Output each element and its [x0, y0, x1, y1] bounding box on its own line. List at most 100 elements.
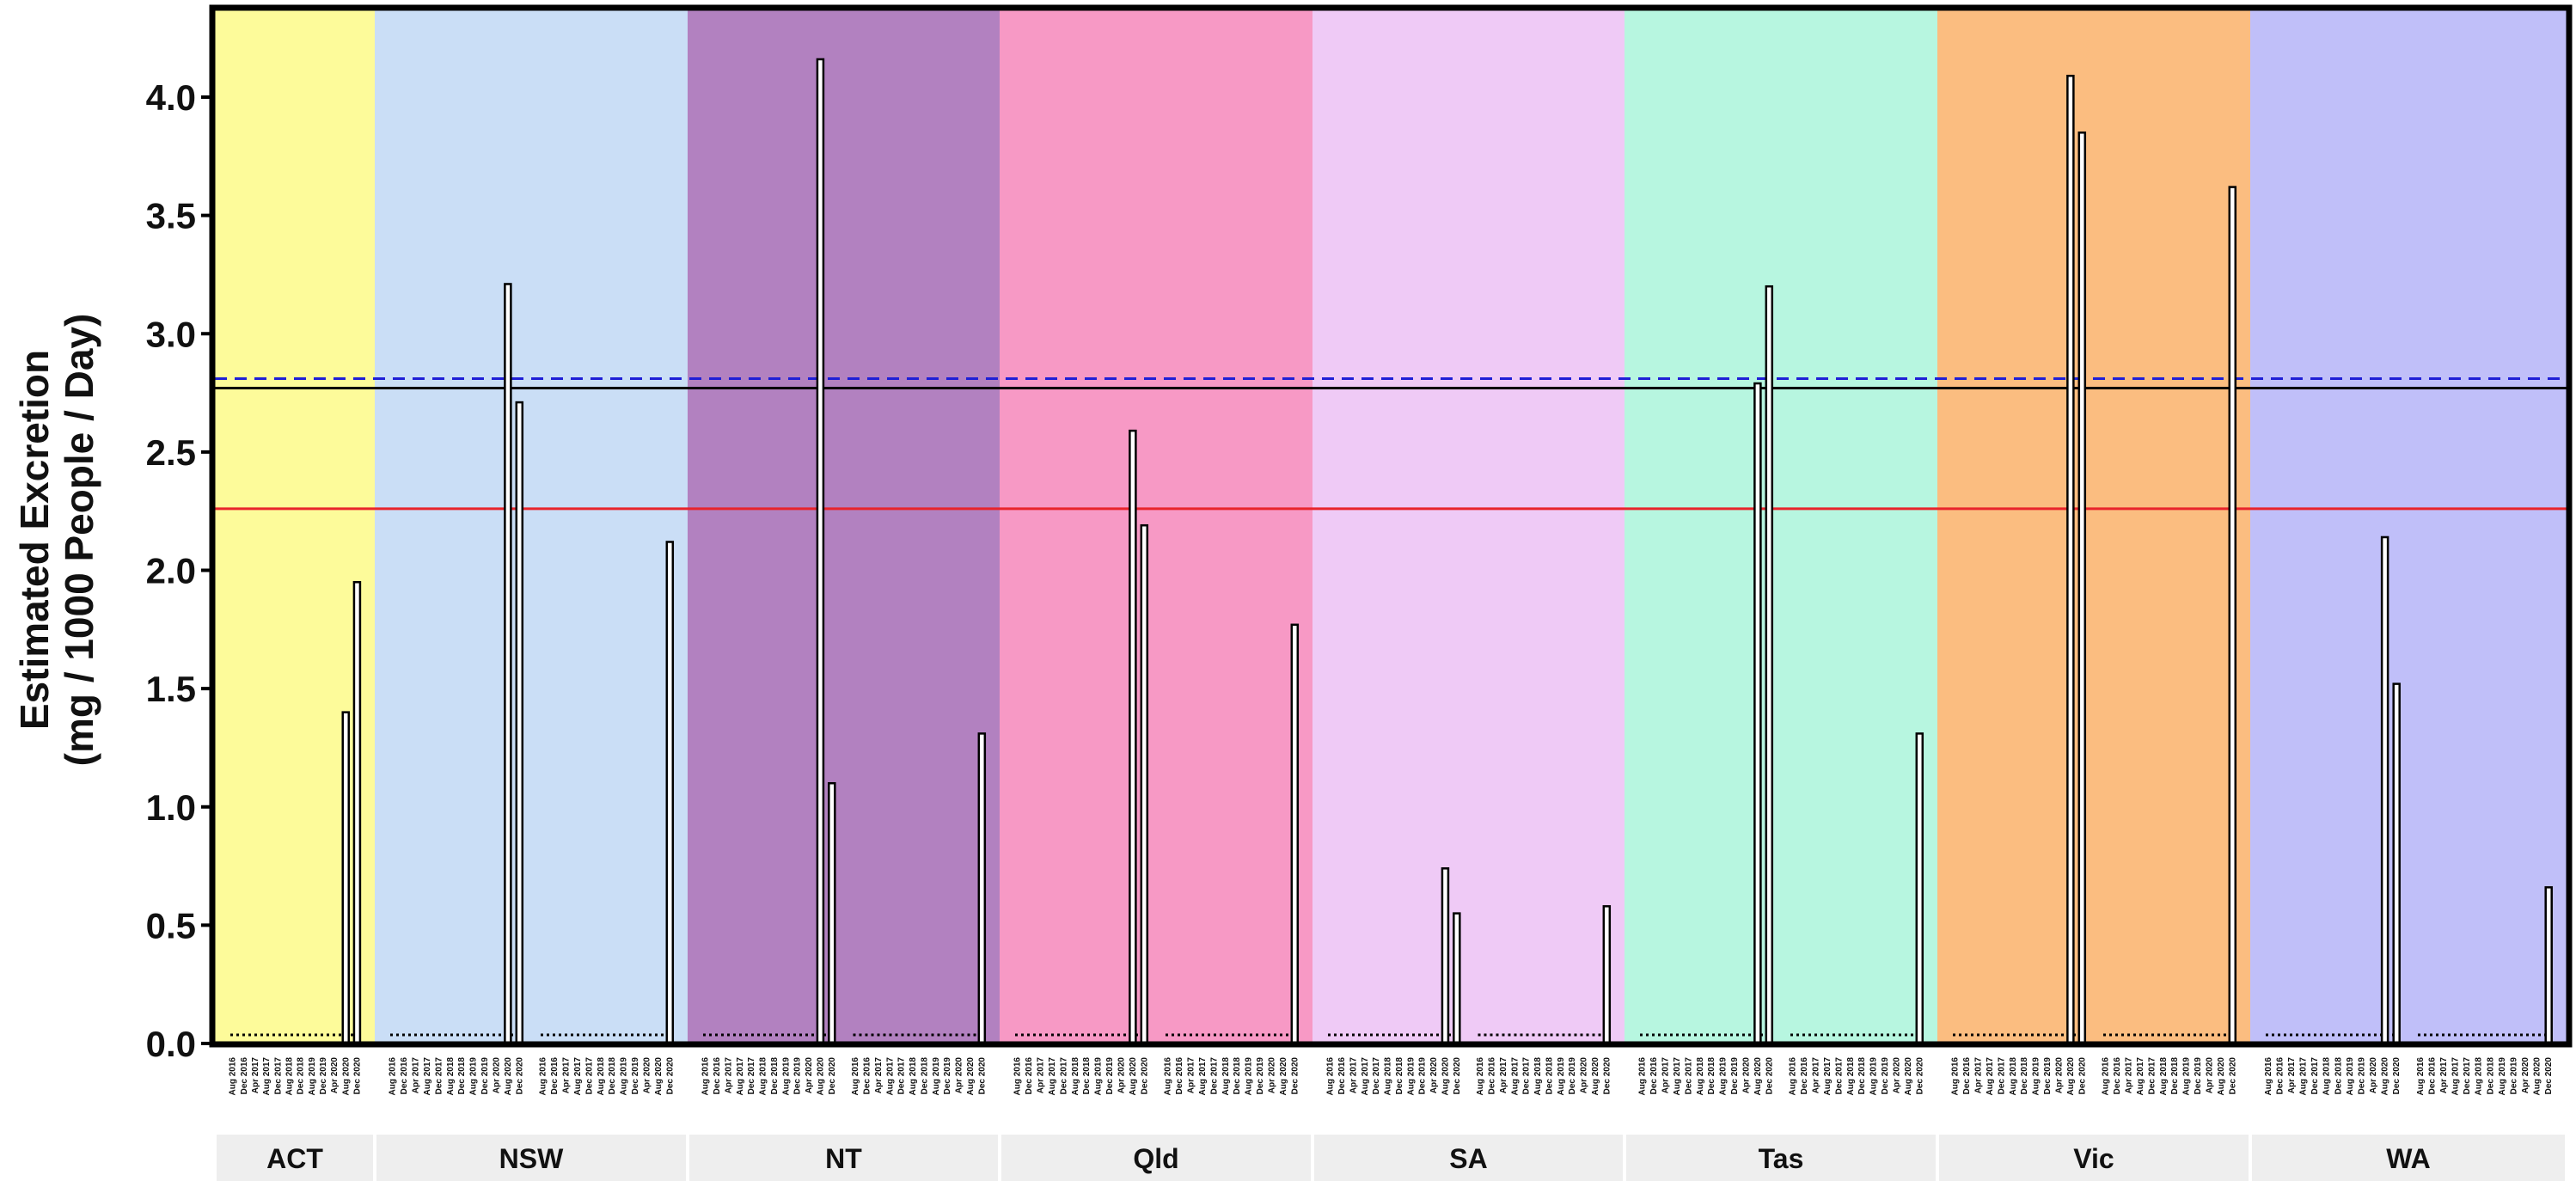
x-tick-label: Aug 2016	[229, 1057, 238, 1096]
x-tick-label: Aug 2020	[2381, 1057, 2390, 1096]
x-tick-label: Dec 2017	[1209, 1057, 1219, 1095]
panel-strips: ACT NSW NT Qld SA Tas Vic WA	[217, 1135, 2565, 1181]
x-tick-label: Aug 2017	[1510, 1057, 1520, 1096]
x-tick-label: Aug 2016	[701, 1057, 711, 1096]
bar-tas-regional-11	[1915, 732, 1924, 1045]
x-tick-label: Apr 2017	[724, 1057, 733, 1094]
x-tick-label: Dec 2020	[1453, 1057, 1462, 1095]
x-tick-label: Aug 2020	[2533, 1057, 2542, 1096]
x-tick-label: Aug 2016	[539, 1057, 548, 1096]
x-tick-label: Dec 2017	[584, 1057, 594, 1095]
x-tick-label: Dec 2020	[352, 1057, 362, 1095]
x-tick-label: Dec 2018	[1082, 1057, 1092, 1095]
x-tick-label: Dec 2017	[273, 1057, 283, 1095]
x-tick-label: Apr 2020	[2521, 1057, 2530, 1094]
bar-nsw-regional-11	[665, 541, 675, 1045]
x-tick-label: Apr 2020	[1892, 1057, 1901, 1094]
x-tick-label: Dec 2018	[1545, 1057, 1554, 1095]
x-tick-label: Apr 2020	[1741, 1057, 1751, 1094]
x-tick-label: Dec 2018	[297, 1057, 306, 1095]
x-tick-label: Dec 2018	[1857, 1057, 1867, 1095]
x-tick-label: Dec 2016	[400, 1057, 409, 1095]
x-tick-label: Aug 2017	[1986, 1057, 1995, 1096]
x-tick-label: Dec 2018	[2170, 1057, 2180, 1095]
strip-label-vic: Vic	[2073, 1143, 2114, 1174]
y-tick-label: 3.5	[146, 196, 196, 236]
x-tick-label: Apr 2017	[562, 1057, 572, 1094]
x-tick-label: Dec 2016	[1025, 1057, 1034, 1095]
strip-label-qld: Qld	[1133, 1143, 1178, 1174]
y-axis: 0.0 0.5 1.0 1.5 2.0 2.5 3.0 3.5 4.0	[146, 77, 212, 1064]
x-tick-label: Aug 2018	[1384, 1057, 1393, 1096]
x-tick-label: Aug 2017	[2451, 1057, 2461, 1096]
x-tick-label: Aug 2017	[1048, 1057, 1057, 1096]
x-tick-label: Aug 2020	[2217, 1057, 2226, 1096]
x-tick-label: Aug 2019	[1245, 1057, 1254, 1096]
x-tick-label: Aug 2017	[885, 1057, 895, 1096]
panel-bg-wa	[2250, 10, 2567, 1044]
strip-nsw	[376, 1135, 686, 1181]
bar-sa-capital-11	[1453, 912, 1461, 1045]
x-tick-label: Aug 2020	[1591, 1057, 1600, 1096]
x-tick-label: Dec 2017	[2147, 1057, 2157, 1095]
x-tick-label: Aug 2019	[2032, 1057, 2041, 1096]
x-tick-label: Aug 2016	[2264, 1057, 2273, 1096]
x-tick-label: Dec 2020	[2228, 1057, 2237, 1095]
bar-nsw-capital-10	[504, 283, 512, 1045]
x-tick-label: Dec 2020	[1140, 1057, 1149, 1095]
x-tick-label: Dec 2016	[2113, 1057, 2122, 1095]
bar-nsw-capital-11	[515, 401, 524, 1045]
y-tick-label: 1.5	[146, 669, 196, 709]
x-tick-label: Dec 2019	[1256, 1057, 1265, 1095]
panel-bg-vic	[1937, 10, 2250, 1044]
x-tick-label: Dec 2018	[1395, 1057, 1404, 1095]
bar-sa-regional-11	[1602, 905, 1612, 1045]
x-tick-label: Apr 2020	[2054, 1057, 2064, 1094]
bar-tas-capital-11	[1765, 285, 1774, 1045]
strip-act	[217, 1135, 373, 1181]
bar-vic-capital-11	[2077, 132, 2087, 1045]
strip-sa	[1314, 1135, 1623, 1181]
x-tick-label: Aug 2016	[1326, 1057, 1336, 1096]
x-tick-label: Aug 2016	[2102, 1057, 2111, 1096]
x-tick-label: Apr 2017	[412, 1057, 421, 1094]
x-tick-label: Aug 2019	[2498, 1057, 2507, 1096]
x-tick-label: Apr 2020	[1580, 1057, 1589, 1094]
x-tick-label: Dec 2019	[319, 1057, 328, 1095]
x-tick-label: Dec 2019	[1418, 1057, 1428, 1095]
x-tick-label: Aug 2018	[1071, 1057, 1080, 1096]
bar-act-capital-11	[352, 581, 362, 1045]
strip-label-wa: WA	[2386, 1143, 2431, 1174]
x-tick-label: Aug 2019	[1557, 1057, 1566, 1096]
panel-bg-tas	[1625, 10, 1937, 1044]
x-tick-label: Apr 2017	[2439, 1057, 2449, 1094]
x-tick-label: Dec 2016	[1488, 1057, 1497, 1095]
x-tick-label: Aug 2016	[1951, 1057, 1961, 1096]
x-tick-label: Dec 2020	[828, 1057, 837, 1095]
x-tick-label: Dec 2017	[897, 1057, 907, 1095]
x-tick-label: Aug 2017	[573, 1057, 583, 1096]
x-tick-label: Apr 2020	[1117, 1057, 1126, 1094]
bar-nt-capital-10	[816, 58, 825, 1045]
y-axis-title-line-1: Estimated Excretion	[12, 350, 57, 730]
x-tick-label: Dec 2017	[747, 1057, 756, 1095]
y-tick-label: 2.0	[146, 551, 196, 591]
x-tick-label: Dec 2018	[920, 1057, 929, 1095]
x-tick-label: Dec 2018	[770, 1057, 780, 1095]
strip-label-sa: SA	[1449, 1143, 1487, 1174]
x-tick-label: Aug 2020	[1279, 1057, 1288, 1096]
x-tick-label: Aug 2017	[2136, 1057, 2145, 1096]
x-tick-label: Aug 2018	[759, 1057, 768, 1096]
x-tick-label: Dec 2017	[1059, 1057, 1068, 1095]
plot-frame	[209, 4, 2573, 1048]
x-tick-label: Aug 2019	[1869, 1057, 1879, 1096]
x-tick-label: Aug 2018	[597, 1057, 606, 1096]
x-tick-label: Apr 2017	[1037, 1057, 1046, 1094]
x-tick-label: Dec 2017	[2310, 1057, 2320, 1095]
x-tick-label: Aug 2020	[966, 1057, 976, 1096]
x-tick-label: Aug 2020	[1441, 1057, 1450, 1096]
x-tick-label: Apr 2020	[805, 1057, 814, 1094]
x-tick-label: Aug 2018	[1533, 1057, 1543, 1096]
x-tick-label: Aug 2018	[446, 1057, 456, 1096]
x-tick-label: Dec 2019	[2043, 1057, 2053, 1095]
